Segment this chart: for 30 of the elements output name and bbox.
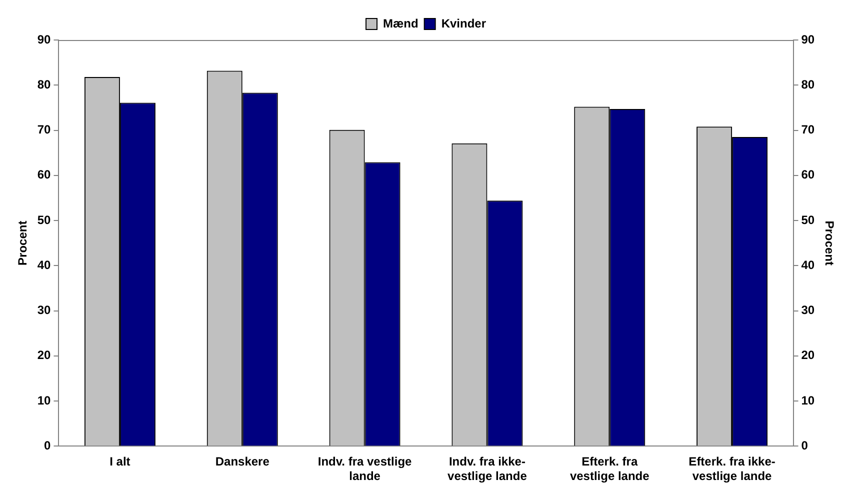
y-tick-label: 40 <box>37 258 52 272</box>
legend-label: Mænd <box>383 16 418 30</box>
y2-tick-label: 20 <box>801 348 815 362</box>
y-tick-label: 10 <box>37 393 52 408</box>
y2-tick-label: 10 <box>801 393 815 408</box>
y-tick-label: 30 <box>37 303 52 318</box>
y2-tick-label: 40 <box>801 258 815 272</box>
y2-tick-label: 80 <box>801 77 815 92</box>
y-tick-label: 20 <box>37 348 52 362</box>
y2-tick-label: 90 <box>801 32 815 46</box>
y-tick-label: 60 <box>37 168 52 182</box>
y2-tick-label: 50 <box>801 212 815 227</box>
x-tick-label: I alt <box>110 454 130 469</box>
y2-tick-label: 0 <box>801 438 808 453</box>
y-tick-label: 90 <box>37 32 52 46</box>
y2-tick-label: 30 <box>801 303 815 318</box>
x-tick-label: Indv. fra vestlige lande <box>318 454 412 484</box>
y2-tick-label: 60 <box>801 168 815 182</box>
x-tick-label: Efterk. fra vestlige lande <box>570 454 650 484</box>
y2-tick-label: 70 <box>801 122 815 137</box>
y-tick-label: 80 <box>37 77 52 92</box>
x-tick-label: Danskere <box>215 454 270 469</box>
legend-label: Kvinder <box>441 16 486 30</box>
y-tick-label: 0 <box>44 438 52 453</box>
y-tick-label: 50 <box>37 212 52 227</box>
y2-axis-title: Procent <box>822 220 836 266</box>
y-tick-label: 70 <box>37 122 52 137</box>
y-axis-title: Procent <box>16 220 30 266</box>
x-tick-label: Indv. fra ikke-vestlige lande <box>448 454 528 484</box>
x-tick-label: Efterk. fra ikke-vestlige lande <box>688 454 776 484</box>
